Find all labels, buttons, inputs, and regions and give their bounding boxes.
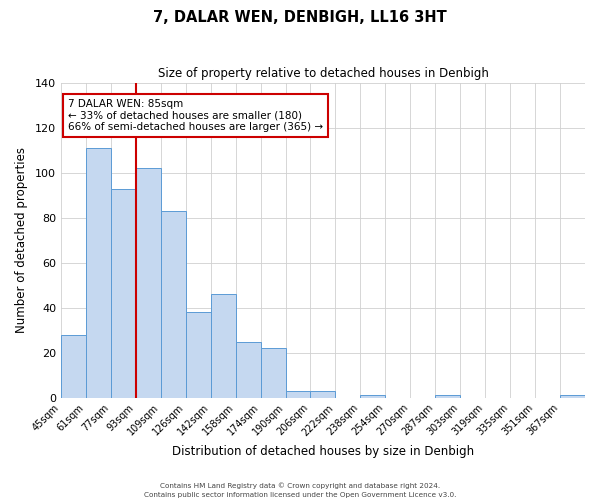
Bar	[211, 294, 236, 398]
Bar	[560, 396, 585, 398]
Bar	[286, 391, 310, 398]
Bar	[161, 211, 186, 398]
Bar	[236, 342, 260, 398]
Bar	[310, 391, 335, 398]
Bar	[361, 396, 385, 398]
Bar	[260, 348, 286, 398]
Text: 7 DALAR WEN: 85sqm
← 33% of detached houses are smaller (180)
66% of semi-detach: 7 DALAR WEN: 85sqm ← 33% of detached hou…	[68, 99, 323, 132]
Bar	[186, 312, 211, 398]
Bar	[136, 168, 161, 398]
Text: Contains public sector information licensed under the Open Government Licence v3: Contains public sector information licen…	[144, 492, 456, 498]
Text: Contains HM Land Registry data © Crown copyright and database right 2024.: Contains HM Land Registry data © Crown c…	[160, 482, 440, 489]
Bar	[61, 335, 86, 398]
Bar	[435, 396, 460, 398]
Y-axis label: Number of detached properties: Number of detached properties	[15, 148, 28, 334]
X-axis label: Distribution of detached houses by size in Denbigh: Distribution of detached houses by size …	[172, 444, 474, 458]
Bar	[86, 148, 111, 398]
Text: 7, DALAR WEN, DENBIGH, LL16 3HT: 7, DALAR WEN, DENBIGH, LL16 3HT	[153, 10, 447, 25]
Title: Size of property relative to detached houses in Denbigh: Size of property relative to detached ho…	[158, 68, 488, 80]
Bar	[111, 188, 136, 398]
